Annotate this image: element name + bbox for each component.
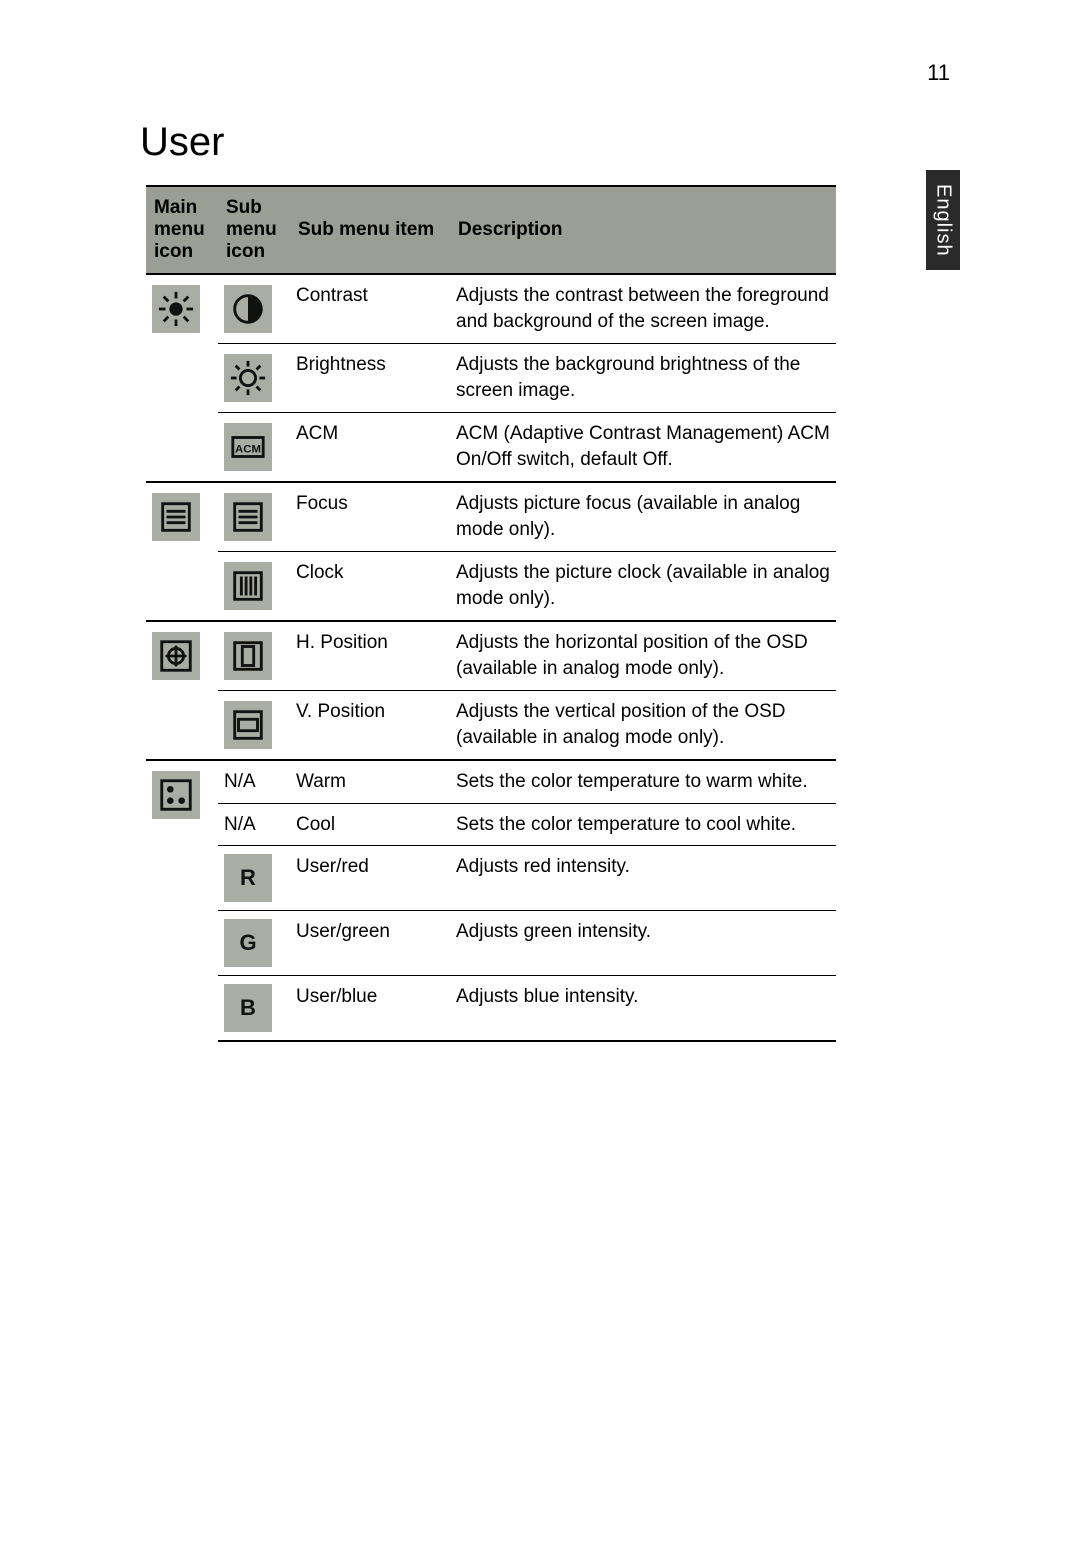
item-label: Contrast <box>290 274 450 344</box>
letter-g-icon: G <box>224 919 272 967</box>
table-row: Brightness Adjusts the background bright… <box>146 344 836 413</box>
clock-icon <box>224 562 272 610</box>
na-label: N/A <box>224 771 256 792</box>
table-header-row: Main menu icon Sub menu icon Sub menu it… <box>146 186 836 274</box>
page-number: 11 <box>927 60 950 86</box>
svg-text:ACM: ACM <box>235 444 261 456</box>
language-tab: English <box>926 170 960 270</box>
table-row: Contrast Adjusts the contrast between th… <box>146 274 836 344</box>
header-main-icon: Main menu icon <box>146 186 218 274</box>
menu-settings-table: Main menu icon Sub menu icon Sub menu it… <box>146 185 836 1042</box>
item-desc: Adjusts the background brightness of the… <box>450 344 836 413</box>
table-row: V. Position Adjusts the vertical positio… <box>146 691 836 761</box>
table-row: R User/red Adjusts red intensity. <box>146 846 836 911</box>
table-row: H. Position Adjusts the horizontal posit… <box>146 621 836 691</box>
letter-b-icon: B <box>224 984 272 1032</box>
letter-r-icon: R <box>224 854 272 902</box>
table-row: G User/green Adjusts green intensity. <box>146 911 836 976</box>
table-row: B User/blue Adjusts blue intensity. <box>146 976 836 1042</box>
table-row: N/A Cool Sets the color temperature to c… <box>146 803 836 846</box>
acm-icon: ACM <box>224 423 272 471</box>
item-desc: Sets the color temperature to cool white… <box>450 803 836 846</box>
image-main-icon <box>152 493 200 541</box>
section-title: User <box>140 120 950 165</box>
item-label: User/red <box>290 846 450 911</box>
item-desc: Adjusts blue intensity. <box>450 976 836 1042</box>
color-main-icon <box>152 771 200 819</box>
brightness-main-icon <box>152 285 200 333</box>
focus-icon <box>224 493 272 541</box>
table-row: ACM ACM ACM (Adaptive Contrast Managemen… <box>146 413 836 483</box>
item-desc: Adjusts green intensity. <box>450 911 836 976</box>
item-desc: Adjusts the horizontal position of the O… <box>450 621 836 691</box>
header-sub-icon: Sub menu icon <box>218 186 290 274</box>
item-desc: ACM (Adaptive Contrast Management) ACM O… <box>450 413 836 483</box>
item-desc: Adjusts picture focus (available in anal… <box>450 482 836 552</box>
table-row: Focus Adjusts picture focus (available i… <box>146 482 836 552</box>
header-sub-item: Sub menu item <box>290 186 450 274</box>
na-label: N/A <box>224 814 256 835</box>
table-row: N/A Warm Sets the color temperature to w… <box>146 760 836 803</box>
item-desc: Adjusts the contrast between the foregro… <box>450 274 836 344</box>
item-label: User/green <box>290 911 450 976</box>
item-label: Cool <box>290 803 450 846</box>
contrast-icon <box>224 285 272 333</box>
item-label: H. Position <box>290 621 450 691</box>
item-label: V. Position <box>290 691 450 761</box>
item-desc: Sets the color temperature to warm white… <box>450 760 836 803</box>
item-label: Brightness <box>290 344 450 413</box>
item-desc: Adjusts red intensity. <box>450 846 836 911</box>
brightness-icon <box>224 354 272 402</box>
position-main-icon <box>152 632 200 680</box>
item-label: Warm <box>290 760 450 803</box>
item-label: Clock <box>290 552 450 622</box>
item-label: ACM <box>290 413 450 483</box>
item-label: Focus <box>290 482 450 552</box>
item-desc: Adjusts the picture clock (available in … <box>450 552 836 622</box>
header-description: Description <box>450 186 836 274</box>
vposition-icon <box>224 701 272 749</box>
item-desc: Adjusts the vertical position of the OSD… <box>450 691 836 761</box>
item-label: User/blue <box>290 976 450 1042</box>
hposition-icon <box>224 632 272 680</box>
table-row: Clock Adjusts the picture clock (availab… <box>146 552 836 622</box>
